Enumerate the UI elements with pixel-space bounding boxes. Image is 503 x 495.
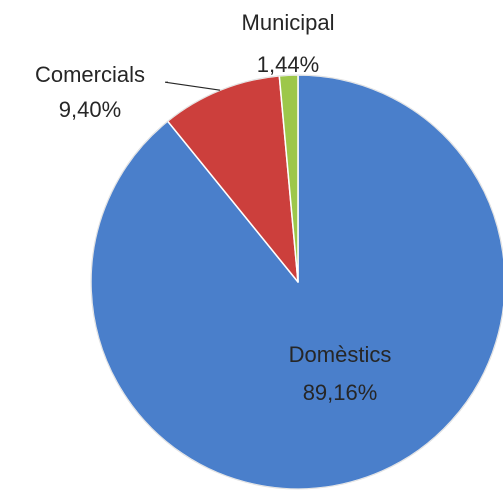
slice-label-domestics-name: Domèstics <box>289 342 392 367</box>
pie-outline <box>90 74 503 490</box>
slice-label-comercials-value: 9,40% <box>59 97 121 122</box>
slice-label-municipal-value: 1,44% <box>257 52 319 77</box>
slice-label-domestics-value: 89,16% <box>303 380 378 405</box>
pie-slices <box>90 74 503 490</box>
pie-slice-comercials <box>166 75 299 283</box>
leader-line-comercials <box>165 81 221 91</box>
slice-label-comercials-name: Comercials <box>35 62 145 87</box>
leader-lines <box>165 81 221 91</box>
slice-label-municipal-name: Municipal <box>242 10 335 35</box>
pie-slice-municipal <box>278 74 299 283</box>
